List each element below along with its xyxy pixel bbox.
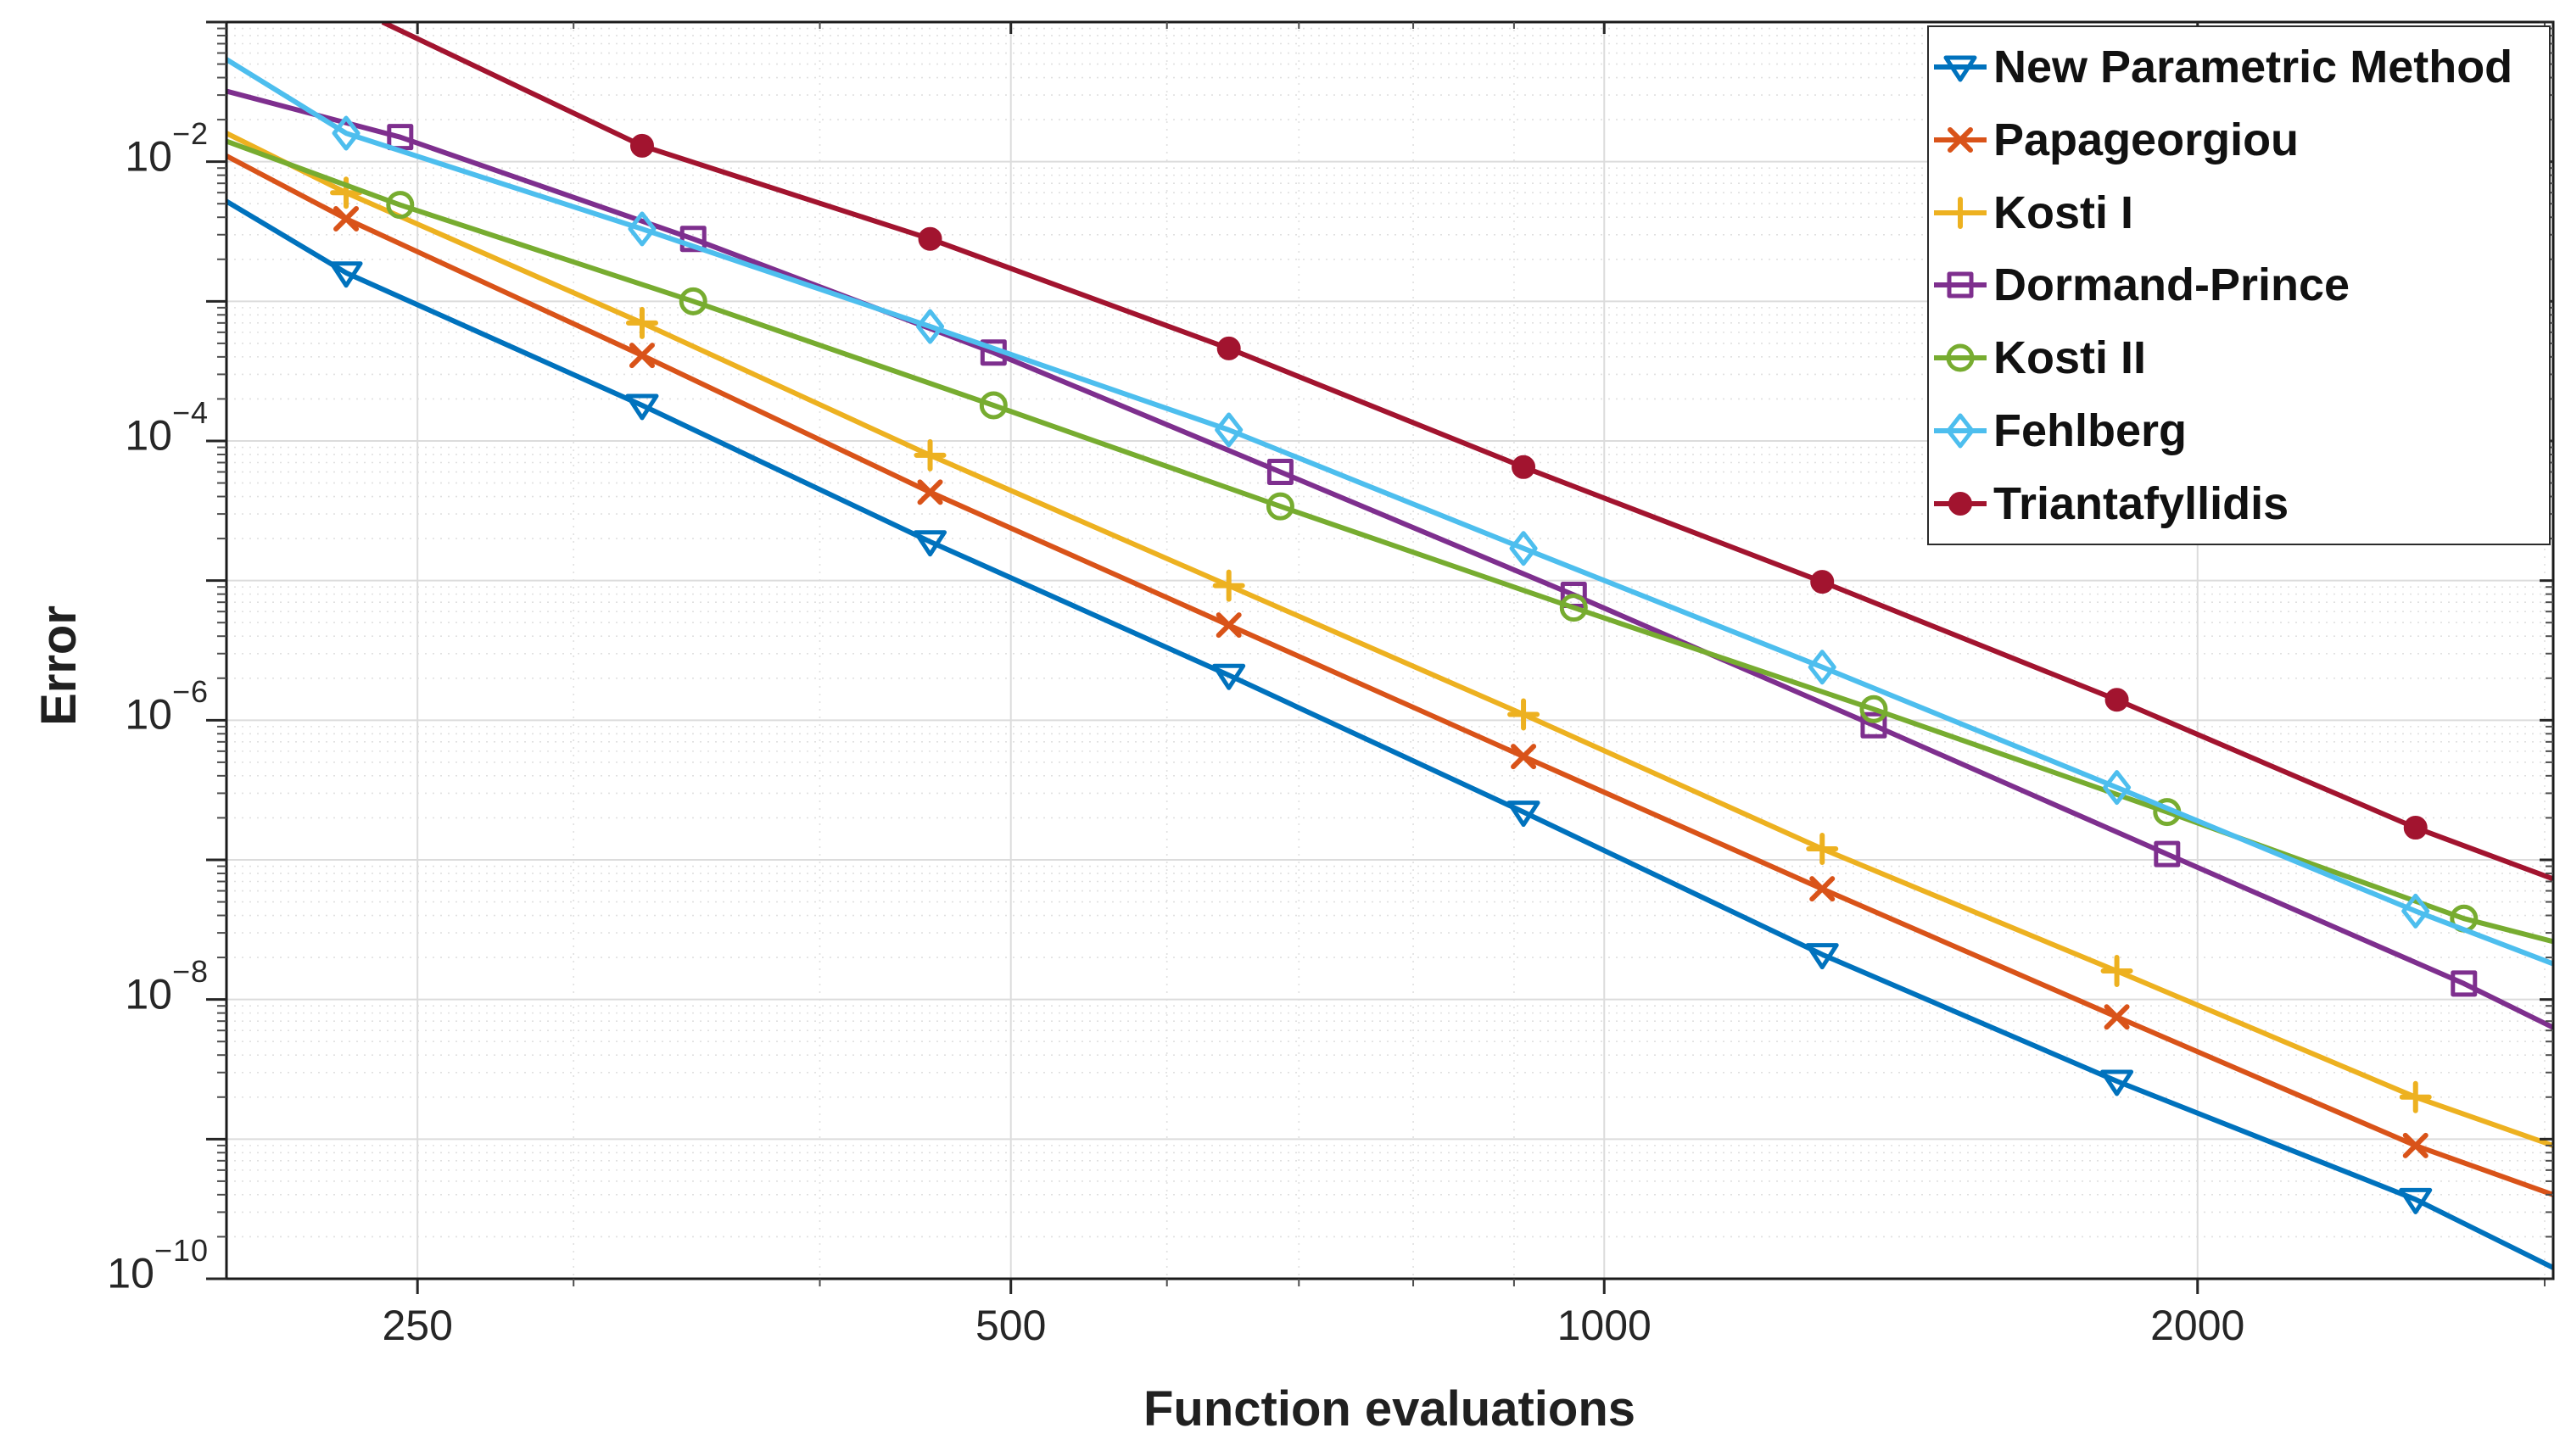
series-markers-fehlberg [332, 115, 2430, 929]
axes-box [206, 20, 2555, 1294]
y-tick-exponent: −10 [154, 1233, 209, 1268]
x-tick-label-250: 250 [382, 1302, 453, 1349]
x-axis-title: Function evaluations [1143, 1381, 1636, 1436]
x-tick-label-500: 500 [975, 1302, 1047, 1349]
y-tick-exponent: −2 [171, 115, 209, 151]
series-group [226, 22, 2553, 1270]
series-line-new-parametric-method [226, 198, 2553, 1270]
y-tick-base: 10 [125, 411, 172, 460]
series-line-fehlberg [226, 57, 2553, 967]
y-tick-exponent: −6 [171, 674, 209, 710]
legend-item-new-parametric-method: New Parametric Method [1929, 33, 2549, 101]
legend-label: Fehlberg [1993, 405, 2188, 457]
legend-label: Kosti I [1993, 187, 2134, 238]
series-markers-new-parametric-method [329, 261, 2433, 1214]
y-tick-label-10e−10: 10−10 [64, 1233, 209, 1298]
x-tick-label-1000: 1000 [1557, 1302, 1652, 1349]
legend-item-kosti-ii: Kosti II [1929, 324, 2549, 392]
series-papageorgiou [226, 153, 2553, 1197]
y-tick-label-10e−4: 10−4 [64, 395, 209, 460]
series-line-kosti-i [226, 131, 2553, 1148]
y-tick-label-10e−6: 10−6 [64, 674, 209, 739]
legend-item-dormand-prince: Dormand-Prince [1929, 251, 2549, 319]
legend-marker-diamond-icon [1934, 413, 1987, 449]
series-markers-kosti-i [330, 176, 2432, 1113]
legend-marker-plus-icon [1934, 196, 1987, 229]
legend-item-triantafyllidis: Triantafyllidis [1929, 470, 2549, 538]
legend-marker-point-icon [1934, 491, 1987, 516]
legend-marker-x-icon [1934, 126, 1987, 153]
y-tick-base: 10 [125, 132, 172, 181]
legend-label: Dormand-Prince [1993, 259, 2350, 311]
y-tick-base: 10 [125, 690, 172, 739]
legend-label: New Parametric Method [1993, 41, 2513, 92]
series-markers-triantafyllidis [629, 133, 2428, 840]
legend-label: Triantafyllidis [1993, 477, 2289, 529]
y-tick-base: 10 [107, 1249, 154, 1297]
series-line-papageorgiou [226, 153, 2553, 1197]
series-line-dormand-prince [226, 88, 2553, 1030]
y-tick-exponent: −8 [171, 953, 209, 989]
y-tick-label-10e−8: 10−8 [64, 954, 209, 1019]
legend-marker-circle-icon [1934, 343, 1987, 372]
legend-item-papageorgiou: Papageorgiou [1929, 106, 2549, 174]
series-kosti-i [226, 131, 2553, 1148]
y-tick-label-10e−2: 10−2 [64, 116, 209, 181]
y-tick-base: 10 [125, 970, 172, 1018]
legend-item-kosti-i: Kosti I [1929, 179, 2549, 247]
legend-marker-square-icon [1934, 271, 1987, 298]
series-triantafyllidis [381, 22, 2553, 882]
legend-label: Kosti II [1993, 332, 2147, 384]
legend: New Parametric Method Papageorgiou Kosti I… [1927, 25, 2551, 545]
legend-item-fehlberg: Fehlberg [1929, 397, 2549, 465]
y-tick-exponent: −4 [171, 395, 209, 430]
series-fehlberg [226, 57, 2553, 967]
legend-label: Papageorgiou [1993, 114, 2300, 165]
x-tick-label-2000: 2000 [2150, 1302, 2245, 1349]
series-line-kosti-ii [226, 138, 2553, 945]
legend-marker-triangle-down-icon [1934, 55, 1987, 82]
series-markers-papageorgiou [333, 206, 2428, 1158]
series-new-parametric-method [226, 198, 2553, 1270]
gridlines [226, 22, 2553, 1279]
